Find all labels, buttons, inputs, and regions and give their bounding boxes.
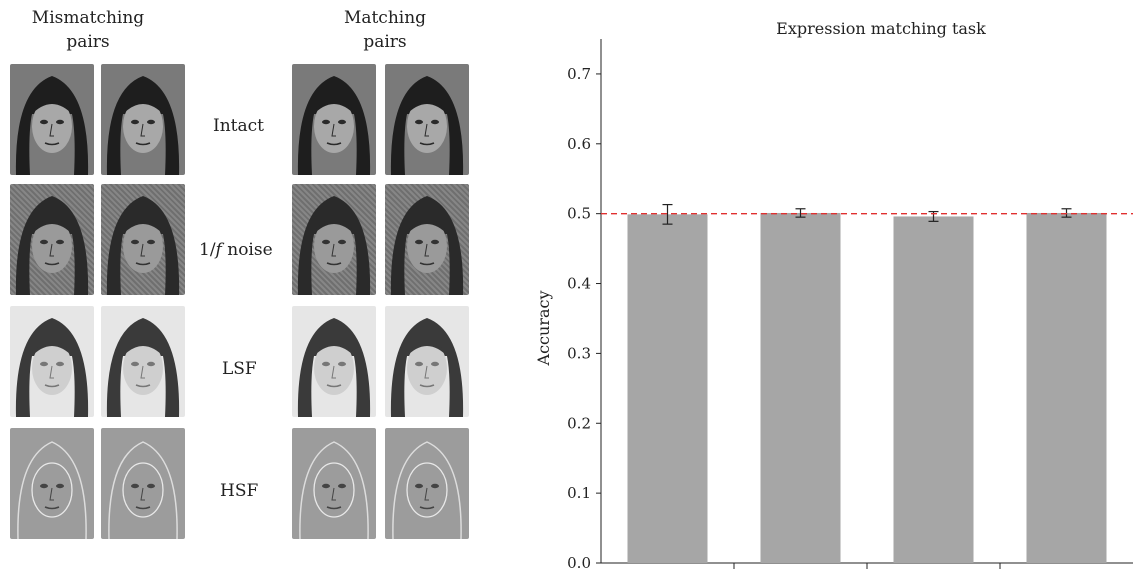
face-image-noise-match-2 <box>385 184 469 295</box>
y-tick-label-5: 0.5 <box>567 205 591 223</box>
matching-header-line2: pairs <box>363 32 407 52</box>
mismatching-pairs-header: Mismatching pairs <box>18 6 158 54</box>
y-tick-label-2: 0.2 <box>567 414 591 432</box>
face-image-hsf-mismatch-1 <box>10 428 94 539</box>
face-image-intact-mismatch-2 <box>101 64 185 175</box>
bar-3 <box>1026 212 1107 563</box>
y-axis-label: Accuracy <box>534 291 553 367</box>
condition-label-lsf: LSF <box>222 359 257 379</box>
y-tick-label-7: 0.7 <box>567 65 591 83</box>
bar-1 <box>760 212 841 563</box>
face-image-intact-match-1 <box>292 64 376 175</box>
chart-title: Expression matching task <box>776 19 986 38</box>
y-tick-label-0: 0.0 <box>567 554 591 570</box>
bar-0 <box>627 214 708 563</box>
condition-label-hsf: HSF <box>220 481 259 501</box>
condition-label-noise: 1/f noise <box>199 240 273 260</box>
face-image-intact-match-2 <box>385 64 469 175</box>
y-tick-label-3: 0.3 <box>567 344 591 362</box>
bar-2 <box>893 216 974 563</box>
face-image-hsf-match-1 <box>292 428 376 539</box>
plot-area: 0.00.10.20.30.40.50.60.7Intact1/f noiseL… <box>567 39 1133 570</box>
face-image-intact-mismatch-1 <box>10 64 94 175</box>
face-image-hsf-mismatch-2 <box>101 428 185 539</box>
accuracy-bar-chart: Expression matching task Accuracy 0.0 0.1… <box>534 19 1133 570</box>
face-image-lsf-mismatch-1 <box>10 306 94 417</box>
y-tick-label-1: 0.1 <box>567 484 591 502</box>
y-tick-label-4: 0.4 <box>567 275 591 293</box>
condition-label-intact: Intact <box>213 116 264 136</box>
matching-header-line1: Matching <box>343 8 427 28</box>
y-tick-label-6: 0.6 <box>567 135 591 153</box>
face-image-noise-mismatch-1 <box>10 184 94 295</box>
matching-pairs-header: Matching pairs <box>300 6 470 54</box>
face-image-lsf-mismatch-2 <box>101 306 185 417</box>
face-image-lsf-match-2 <box>385 306 469 417</box>
face-image-noise-match-1 <box>292 184 376 295</box>
face-image-noise-mismatch-2 <box>101 184 185 295</box>
face-image-hsf-match-2 <box>385 428 469 539</box>
face-image-lsf-match-1 <box>292 306 376 417</box>
mismatching-header-line2: pairs <box>66 32 110 52</box>
mismatching-header-line1: Mismatching <box>31 8 145 28</box>
